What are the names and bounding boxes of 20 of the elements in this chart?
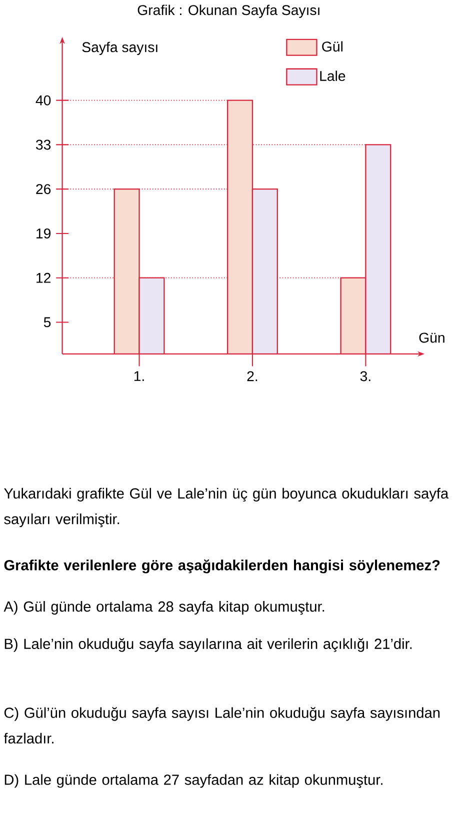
text: Grafikte verilenlere göre aşağıdakilerden hangisi söylenemez? xyxy=(4,559,440,574)
y-tick-label: 40 xyxy=(36,95,51,106)
y-tick-label: 33 xyxy=(36,140,51,150)
y-tick-label: 5 xyxy=(44,317,51,328)
y-tick-label: 26 xyxy=(36,184,51,194)
y-axis-title: Sayfa sayısı xyxy=(82,42,158,55)
x-tick-label: 2. xyxy=(247,371,258,382)
y-tick-label: 12 xyxy=(36,272,51,283)
text: D) Lale günde ortalama 27 sayfadan az kitap okunmuştur. xyxy=(5,774,383,788)
text: B) Lale’nin okuduğu sayfa sayılarına ait verilerin açıklığı 21’dir. xyxy=(5,638,412,652)
chart-title: Grafik : Okunan Sayfa Sayısı xyxy=(138,4,320,18)
x-tick-label: 3. xyxy=(360,371,370,382)
text: C) Gül’ün okuduğu sayfa sayısı Lale’nin okuduğu sayfa sayısından fazladır. xyxy=(4,707,440,744)
text: Yukarıdaki grafikte Gül ve Lale’nin üç gün boyunca okudukları sayfa sayıları verilmiştir. xyxy=(4,488,449,528)
text: A) Gül günde ortalama 28 sayfa kitap okumuştur. xyxy=(4,601,324,615)
x-axis-title: Gün xyxy=(419,332,445,343)
x-tick-label: 1. xyxy=(134,371,144,381)
legend-label: Gül xyxy=(322,41,343,52)
legend-label: Lale xyxy=(320,70,346,82)
y-tick-label: 19 xyxy=(36,228,51,238)
